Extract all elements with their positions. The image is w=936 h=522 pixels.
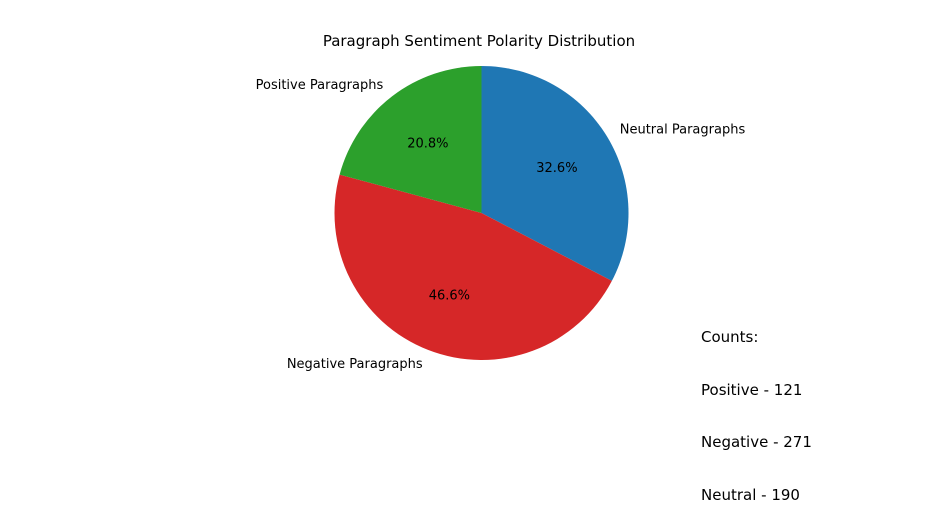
counts-heading: Counts: [701, 328, 759, 346]
percent-label-negative: 46.6% [429, 289, 470, 304]
percent-label-positive: 20.8% [407, 136, 448, 151]
counts-line-positive: Positive - 121 [701, 380, 803, 399]
category-label-neutral: Neutral Paragraphs [620, 123, 746, 138]
pie-slice-neutral [481, 66, 629, 281]
counts-line-neutral: Neutral - 190 [701, 485, 800, 504]
pie-chart: Paragraph Sentiment Polarity Distributio… [256, 32, 746, 372]
category-label-negative: Negative Paragraphs [287, 357, 423, 372]
chart-title: Paragraph Sentiment Polarity Distributio… [323, 32, 635, 50]
category-label-positive: Positive Paragraphs [256, 78, 384, 93]
counts-line-negative: Negative - 271 [701, 433, 812, 451]
percent-label-neutral: 32.6% [536, 161, 577, 176]
counts-annotation: Counts: Positive - 121 Negative - 271 Ne… [701, 294, 812, 522]
pie-slice-negative [334, 174, 612, 360]
pie-slice-positive [339, 66, 482, 213]
